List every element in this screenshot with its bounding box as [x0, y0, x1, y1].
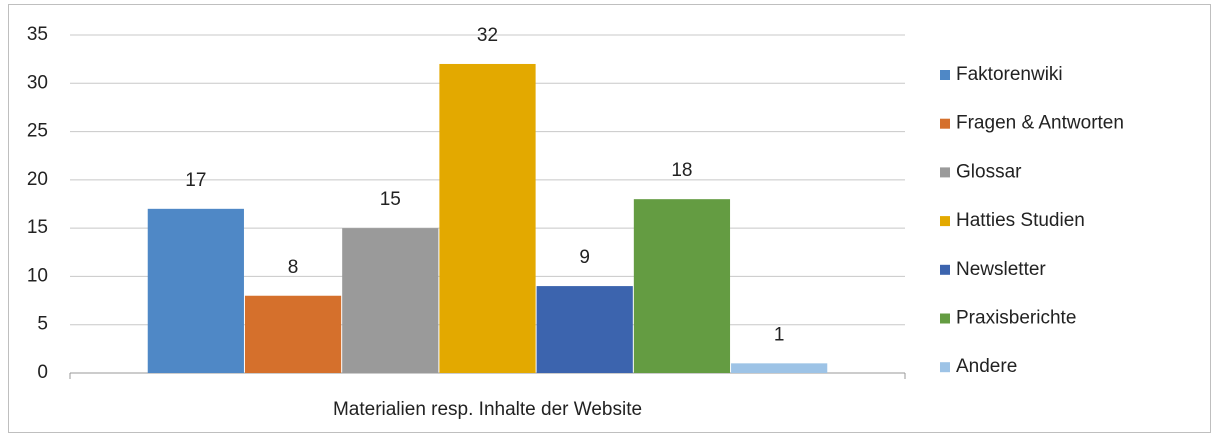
data-label: 9: [579, 247, 590, 268]
legend-swatch: [940, 313, 950, 324]
y-tick-label: 10: [27, 265, 48, 286]
data-label: 1: [774, 324, 785, 345]
legend-label: Fragen & Antworten: [956, 113, 1124, 134]
legend-label: Faktorenwiki: [956, 64, 1063, 85]
y-tick-label: 5: [37, 314, 48, 335]
legend-label: Newsletter: [956, 259, 1046, 280]
legend-swatch: [940, 167, 950, 178]
legend-swatch: [940, 264, 950, 275]
data-label: 15: [380, 189, 401, 210]
bar: [439, 63, 536, 373]
bar: [731, 363, 828, 373]
bar: [147, 208, 244, 373]
legend-label: Glossar: [956, 161, 1022, 182]
legend-label: Hatties Studien: [956, 210, 1085, 231]
y-tick-label: 20: [27, 169, 48, 190]
legend-label: Andere: [956, 356, 1017, 377]
y-tick-label: 0: [37, 362, 48, 383]
data-label: 32: [477, 25, 498, 46]
legend-swatch: [940, 70, 950, 80]
y-tick-label: 25: [27, 121, 48, 142]
x-tick-label: Materialien resp. Inhalte der Website: [333, 399, 642, 420]
legend-swatch: [940, 216, 950, 227]
legend-swatch: [940, 362, 950, 373]
bar: [342, 228, 439, 373]
legend-swatch: [940, 118, 950, 129]
y-tick-label: 15: [27, 217, 48, 238]
bar: [244, 295, 342, 373]
data-label: 18: [671, 160, 692, 181]
y-tick-label: 30: [27, 72, 48, 93]
bar: [633, 199, 731, 373]
y-tick-label: 35: [27, 24, 48, 45]
data-label: 8: [288, 257, 299, 278]
legend-label: Praxisberichte: [956, 308, 1076, 329]
bar: [536, 286, 633, 373]
data-label: 17: [185, 170, 206, 191]
